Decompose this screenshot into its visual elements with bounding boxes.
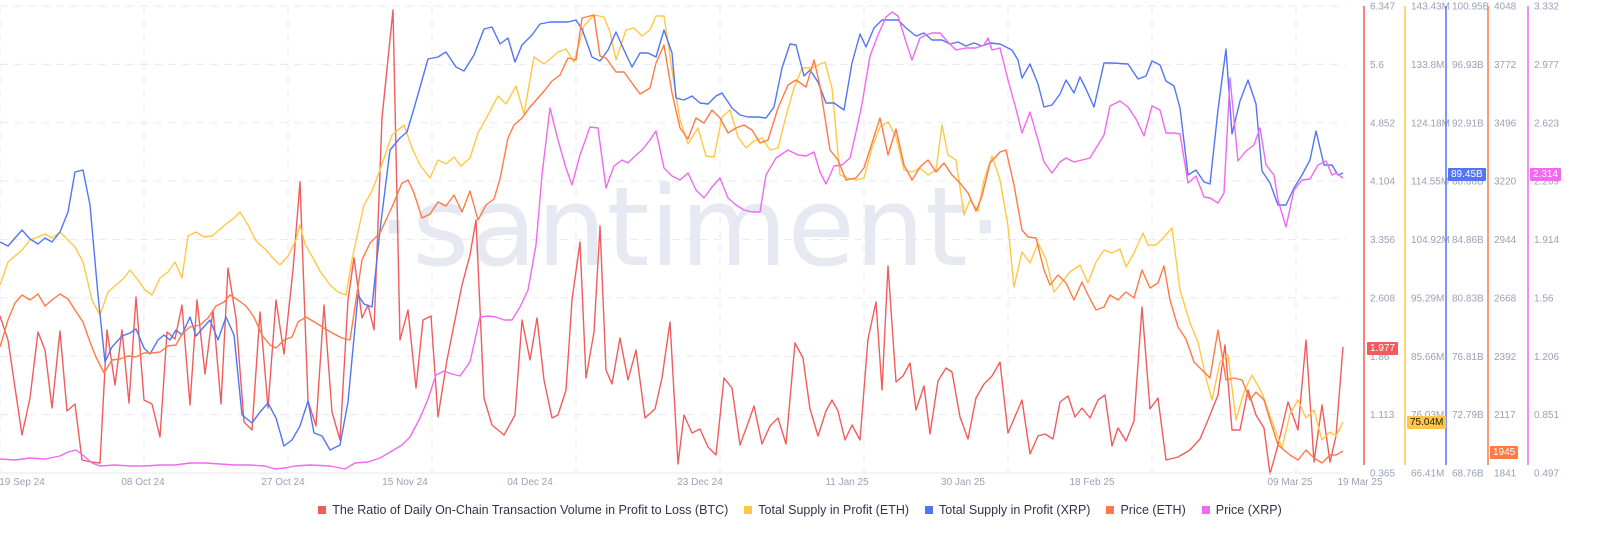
y-tick-label: 0.497	[1534, 469, 1559, 480]
santiment-watermark: ·santiment·	[377, 163, 1003, 291]
xrp-supply-current-badge: 89.45B	[1448, 168, 1486, 181]
legend-item-xrp-price[interactable]: Price (XRP)	[1201, 503, 1282, 517]
y-tick-label: 2.977	[1534, 60, 1559, 71]
series-line	[0, 19, 1344, 451]
y-tick-label: 1.914	[1534, 235, 1559, 246]
y-tick-label: 1.113	[1370, 410, 1395, 421]
y-tick-label: 68.76B	[1452, 469, 1484, 480]
y-tick-label: 3.356	[1370, 235, 1395, 246]
x-tick-label: 09 Mar 25	[1267, 477, 1312, 488]
legend-label: The Ratio of Daily On-Chain Transaction …	[332, 503, 729, 517]
legend-label: Total Supply in Profit (ETH)	[758, 503, 910, 517]
y-tick-label: 84.86B	[1452, 235, 1484, 246]
legend-swatch	[1106, 506, 1115, 514]
y-tick-label: 1.86	[1370, 352, 1390, 363]
y-tick-label: 124.18M	[1411, 118, 1450, 129]
y-tick-label: 5.6	[1370, 60, 1384, 71]
y-tick-label: 143.43M	[1411, 2, 1450, 13]
eth-price-current-badge: 1945	[1490, 446, 1519, 459]
y-tick-label: 3496	[1494, 118, 1517, 129]
y-tick-label: 2117	[1494, 410, 1516, 421]
legend-item-eth-price[interactable]: Price (ETH)	[1106, 503, 1186, 517]
y-tick-label: 100.95B	[1452, 2, 1490, 13]
y-tick-label: 3772	[1494, 60, 1517, 71]
y-tick-label: 2668	[1494, 293, 1517, 304]
x-tick-label: 04 Dec 24	[507, 477, 553, 488]
x-tick-label: 19 Sep 24	[0, 477, 45, 488]
legend-label: Total Supply in Profit (XRP)	[939, 503, 1091, 517]
chart-series	[0, 9, 1344, 475]
x-tick-label: 19 Mar 25	[1337, 477, 1382, 488]
legend-label: Price (ETH)	[1120, 503, 1186, 517]
legend-swatch	[318, 506, 327, 514]
y-tick-label: 3220	[1494, 177, 1517, 188]
x-tick-label: 27 Oct 24	[261, 477, 305, 488]
y-tick-label: 1.56	[1534, 293, 1554, 304]
eth-supply-current-badge: 75.04M	[1407, 416, 1447, 429]
legend-swatch	[925, 506, 934, 514]
y-tick-label: 2.623	[1534, 118, 1559, 129]
y-tick-label: 96.93B	[1452, 60, 1484, 71]
series-line	[0, 9, 1344, 475]
y-tick-label: 66.41M	[1411, 469, 1444, 480]
y-tick-label: 72.79B	[1452, 410, 1484, 421]
btc-ratio-current-badge: 1.977	[1367, 342, 1399, 355]
legend-item-eth-supply[interactable]: Total Supply in Profit (ETH)	[744, 503, 909, 517]
y-tick-label: 0.365	[1370, 469, 1395, 480]
x-tick-label: 11 Jan 25	[825, 477, 869, 488]
y-tick-label: 76.81B	[1452, 352, 1484, 363]
y-tick-label: 76.03M	[1411, 410, 1444, 421]
y-tick-label: 88.88B	[1452, 177, 1484, 188]
y-tick-label: 4048	[1494, 2, 1517, 13]
chart-grid	[0, 5, 1345, 473]
legend-swatch	[1201, 506, 1210, 514]
y-tick-label: 95.29M	[1411, 293, 1444, 304]
y-tick-label: 85.66M	[1411, 352, 1444, 363]
xrp-price-current-badge: 2.314	[1530, 168, 1562, 181]
y-tick-label: 2944	[1494, 235, 1517, 246]
y-tick-label: 0.851	[1534, 410, 1559, 421]
y-tick-label: 3.332	[1534, 2, 1559, 13]
x-tick-label: 08 Oct 24	[121, 477, 165, 488]
legend-item-xrp-supply[interactable]: Total Supply in Profit (XRP)	[925, 503, 1090, 517]
y-tick-label: 133.8M	[1411, 60, 1444, 71]
legend-label: Price (XRP)	[1215, 503, 1282, 517]
y-tick-label: 92.91B	[1452, 118, 1484, 129]
x-axis-labels: 19 Sep 24 08 Oct 24 27 Oct 24 15 Nov 24 04 D…	[0, 477, 1383, 488]
y-tick-label: 2392	[1494, 352, 1517, 363]
chart-legend: The Ratio of Daily On-Chain Transaction …	[0, 503, 1600, 517]
y-axes: 6.347 5.6 4.852 4.104 3.356 2.608 1.86 1.113 0.3…	[1363, 2, 1559, 480]
y-tick-label: 104.92M	[1411, 235, 1450, 246]
y-tick-label: 114.55M	[1411, 177, 1449, 188]
legend-item-btc-ratio[interactable]: The Ratio of Daily On-Chain Transaction …	[318, 503, 728, 517]
series-line	[0, 14, 1344, 464]
x-tick-label: 18 Feb 25	[1069, 477, 1114, 488]
y-tick-label: 6.347	[1370, 2, 1395, 13]
y-tick-label: 1841	[1494, 469, 1517, 480]
y-tick-label: 4.852	[1370, 118, 1395, 129]
x-tick-label: 30 Jan 25	[941, 477, 985, 488]
series-line	[0, 11, 1344, 470]
x-tick-label: 15 Nov 24	[382, 477, 428, 488]
legend-swatch	[744, 506, 753, 514]
y-tick-label: 4.104	[1370, 177, 1395, 188]
y-tick-label: 2.608	[1370, 293, 1395, 304]
y-tick-label: 80.83B	[1452, 293, 1484, 304]
y-tick-label: 2.269	[1534, 177, 1559, 188]
y-tick-label: 1.206	[1534, 352, 1559, 363]
x-tick-label: 23 Dec 24	[677, 477, 723, 488]
